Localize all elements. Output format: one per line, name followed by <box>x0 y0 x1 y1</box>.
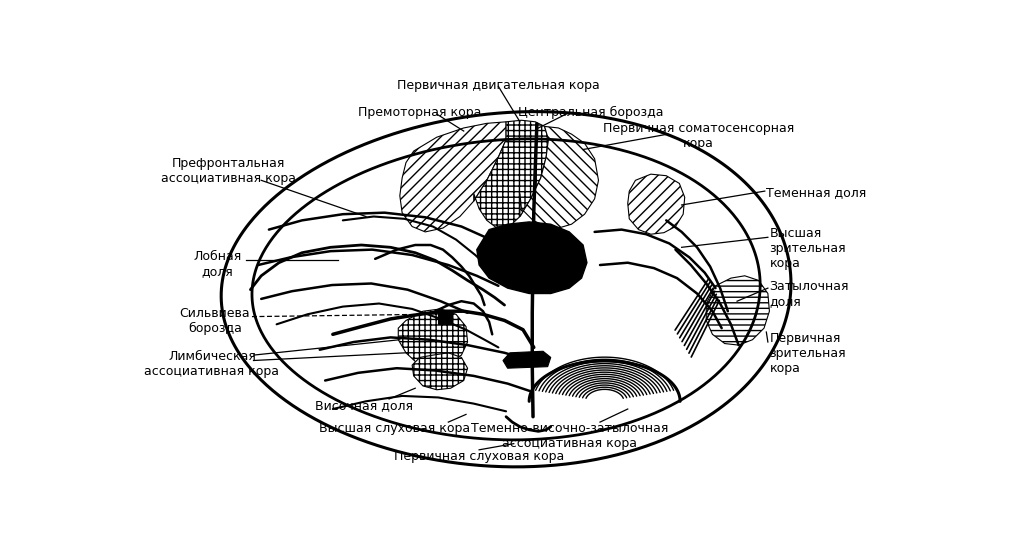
Text: Височная доля: Височная доля <box>315 399 413 412</box>
Text: Сильвиева
борозда: Сильвиева борозда <box>180 306 250 335</box>
Text: Премоторная кора: Премоторная кора <box>359 106 482 119</box>
Text: Теменно-височно-затылочная
ассоциативная кора: Теменно-височно-затылочная ассоциативная… <box>471 422 668 450</box>
Polygon shape <box>477 222 587 294</box>
Polygon shape <box>503 351 550 368</box>
Text: Первичная слуховая кора: Первичная слуховая кора <box>394 450 565 463</box>
Text: Первичная
зрительная
кора: Первичная зрительная кора <box>770 332 846 375</box>
Text: Теменная доля: Теменная доля <box>767 186 867 199</box>
Polygon shape <box>398 309 468 367</box>
Polygon shape <box>400 122 506 232</box>
Text: Высшая слуховая кора: Высшая слуховая кора <box>319 422 470 435</box>
Polygon shape <box>474 120 548 228</box>
Polygon shape <box>438 311 452 324</box>
Text: Затылочная
доля: Затылочная доля <box>770 280 849 309</box>
Text: Высшая
зрительная
кора: Высшая зрительная кора <box>770 227 846 269</box>
Polygon shape <box>706 276 770 345</box>
Text: Центральная борозда: Центральная борозда <box>518 106 664 119</box>
Text: Лимбическая
ассоциативная кора: Лимбическая ассоциативная кора <box>144 349 280 378</box>
Text: Лобная
доля: Лобная доля <box>193 249 241 278</box>
Polygon shape <box>520 127 599 228</box>
Text: Первичная соматосенсорная
кора: Первичная соматосенсорная кора <box>603 122 794 150</box>
Polygon shape <box>628 174 685 234</box>
Text: Первичная двигательная кора: Первичная двигательная кора <box>397 79 600 92</box>
Polygon shape <box>412 353 468 390</box>
Text: Префронтальная
ассоциативная кора: Префронтальная ассоциативная кора <box>162 157 296 185</box>
